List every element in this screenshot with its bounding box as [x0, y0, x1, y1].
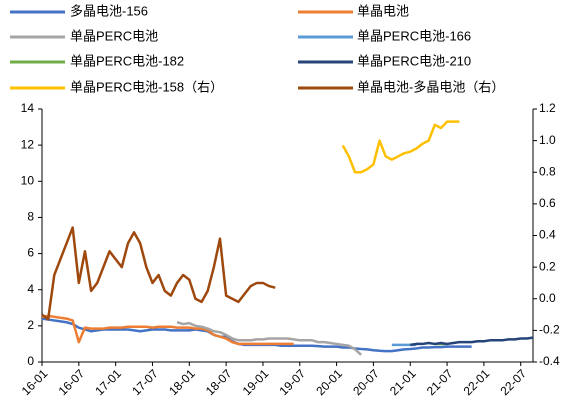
- legend-label: 单晶PERC电池-182: [70, 53, 184, 68]
- legend-label: 多晶电池-156: [70, 3, 148, 18]
- x-tick-label: 20-01: [313, 366, 345, 398]
- series-line: [41, 314, 294, 346]
- legend-label: 单晶PERC电池-158（右）: [70, 79, 223, 94]
- legend-label: 单晶PERC电池: [70, 28, 158, 43]
- y2-tick-label: 0.8: [539, 164, 556, 178]
- x-tick-label: 22-01: [461, 366, 493, 398]
- x-tick-label: 22-07: [497, 366, 529, 398]
- y2-tick-label: -0.2: [539, 323, 560, 337]
- series-line: [410, 336, 534, 347]
- x-tick-label: 17-07: [129, 366, 161, 398]
- legend-label: 单晶电池-多晶电池（右）: [357, 79, 504, 94]
- y-tick-label: 0: [27, 354, 34, 368]
- y-tick-label: 2: [27, 318, 34, 332]
- x-tick-label: 16-01: [19, 366, 51, 398]
- x-tick-label: 19-01: [240, 366, 272, 398]
- x-tick-label: 19-07: [277, 366, 309, 398]
- x-tick-label: 21-07: [424, 366, 456, 398]
- series-line: [41, 317, 472, 353]
- y2-tick-label: 0.6: [539, 196, 556, 210]
- y2-tick-label: 0.0: [539, 291, 556, 305]
- x-tick-label: 18-07: [203, 366, 235, 398]
- y-tick-label: 12: [21, 137, 35, 151]
- series-line: [176, 321, 362, 356]
- series-line: [41, 226, 276, 321]
- x-tick-label: 21-01: [387, 366, 419, 398]
- x-tick-label: 18-01: [166, 366, 198, 398]
- y-tick-label: 10: [21, 173, 35, 187]
- series-line: [341, 120, 460, 174]
- y2-tick-label: 1.2: [539, 101, 556, 115]
- y2-tick-label: 1.0: [539, 133, 556, 147]
- y2-tick-label: 0.2: [539, 259, 556, 273]
- y-tick-label: 14: [21, 101, 35, 115]
- x-tick-label: 16-07: [56, 366, 88, 398]
- legend-label: 单晶PERC电池-166: [357, 28, 471, 43]
- y-tick-label: 4: [27, 282, 34, 296]
- y2-tick-label: 0.4: [539, 228, 556, 242]
- legend-label: 单晶PERC电池-210: [357, 53, 471, 68]
- y-tick-label: 6: [27, 246, 34, 260]
- y2-tick-label: -0.4: [539, 354, 560, 368]
- x-tick-label: 20-07: [350, 366, 382, 398]
- y-tick-label: 8: [27, 210, 34, 224]
- x-tick-label: 17-01: [92, 366, 124, 398]
- legend-label: 单晶电池: [357, 3, 409, 18]
